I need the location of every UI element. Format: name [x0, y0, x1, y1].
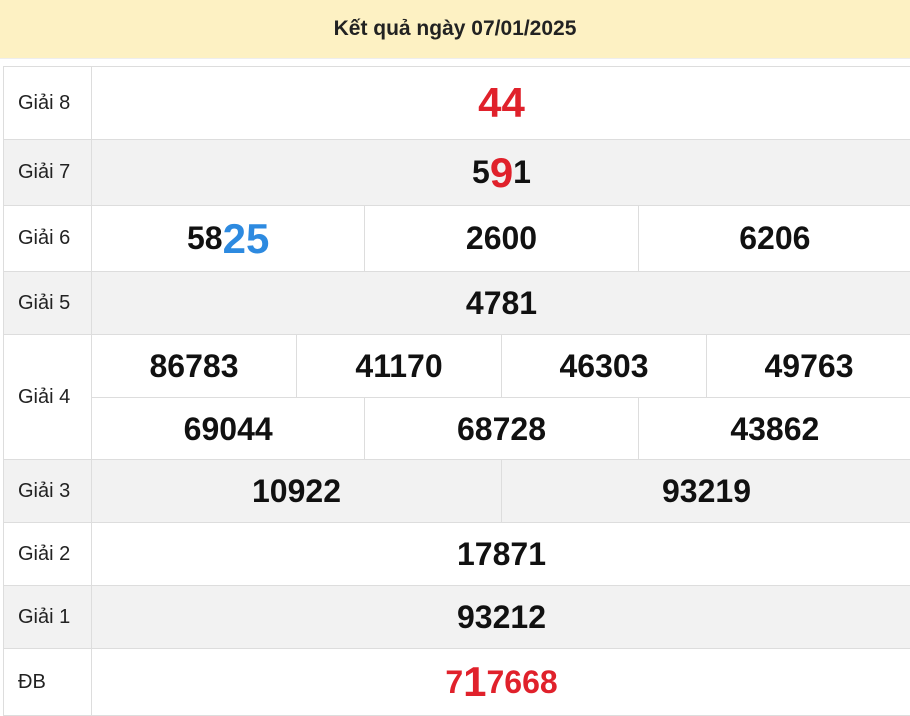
number-cell: 46303: [501, 335, 706, 397]
number-part: 25: [222, 214, 270, 262]
number-cell: 58 25: [92, 206, 364, 271]
prize-row: ĐB 7 1 7668: [4, 649, 910, 716]
prize-label: Giải 1: [4, 586, 92, 648]
prize-numbers: 58 25 2600 6206: [92, 206, 910, 271]
number-part: 93212: [457, 598, 546, 635]
prize-row: Giải 5 4781: [4, 272, 910, 335]
header: Kết quả ngày 07/01/2025: [0, 0, 910, 59]
number-part: 41170: [355, 347, 443, 384]
number-part: 5: [472, 154, 490, 190]
prize-row: Giải 2 17871: [4, 523, 910, 586]
number-part: 43862: [730, 410, 820, 447]
prize-row: Giải 1 93212: [4, 586, 910, 649]
number-cell: 43862: [637, 398, 910, 460]
number-line: 86783 41170 46303 49763: [92, 335, 910, 397]
number-part: 1: [513, 154, 531, 190]
prize-label: Giải 3: [4, 460, 92, 522]
number-line: 69044 68728 43862: [92, 397, 910, 460]
number-line: 7 1 7668: [92, 649, 910, 715]
number-cell: 41170: [296, 335, 501, 397]
prize-label: Giải 6: [4, 206, 92, 271]
number-line: 93212: [92, 586, 910, 648]
number-cell: 93219: [501, 460, 910, 522]
number-cell: 49763: [706, 335, 910, 397]
prize-label: ĐB: [4, 649, 92, 715]
prize-numbers: 4781: [92, 272, 910, 334]
prize-row: Giải 3 10922 93219: [4, 460, 910, 523]
number-cell: 6206: [637, 206, 910, 271]
prize-numbers: 17871: [92, 523, 910, 585]
number-part: 10922: [252, 472, 341, 509]
results-table: Giải 8 44 Giải 7 5 9 1 Giải 6 58 25 2600 6206 Giải …: [3, 66, 910, 716]
prize-label: Giải 7: [4, 140, 92, 205]
prize-row: Giải 8 44: [4, 67, 910, 140]
number-cell: 17871: [92, 523, 910, 585]
number-part: 68728: [457, 410, 546, 447]
number-cell: 10922: [92, 460, 501, 522]
prize-label: Giải 5: [4, 272, 92, 334]
number-part: 86783: [149, 347, 239, 384]
number-line: 44: [92, 67, 910, 139]
number-cell: 69044: [92, 398, 364, 460]
number-part: 17871: [457, 535, 546, 572]
number-part: 6206: [739, 220, 811, 256]
number-part: 58: [187, 220, 223, 256]
prize-label: Giải 8: [4, 67, 92, 139]
number-part: 7668: [486, 663, 558, 700]
number-line: 17871: [92, 523, 910, 585]
number-cell: 93212: [92, 586, 910, 648]
prize-label: Giải 4: [4, 335, 92, 459]
number-part: 49763: [764, 347, 854, 384]
prize-numbers: 93212: [92, 586, 910, 648]
prize-row: Giải 6 58 25 2600 6206: [4, 206, 910, 272]
number-line: 4781: [92, 272, 910, 334]
number-part: 9: [489, 148, 514, 196]
number-line: 58 25 2600 6206: [92, 206, 910, 271]
number-cell: 4781: [92, 272, 910, 334]
number-line: 10922 93219: [92, 460, 910, 522]
prize-numbers: 10922 93219: [92, 460, 910, 522]
prize-label: Giải 2: [4, 523, 92, 585]
number-cell: 2600: [364, 206, 637, 271]
prize-numbers: 86783 41170 46303 49763 69044 68728 43862: [92, 335, 910, 460]
number-part: 93219: [662, 472, 751, 509]
number-cell: 44: [92, 67, 910, 139]
prize-numbers: 44: [92, 67, 910, 139]
number-part: 46303: [559, 347, 649, 384]
number-part: 2600: [465, 220, 538, 256]
number-cell: 86783: [92, 335, 296, 397]
number-part: 4781: [465, 284, 538, 321]
number-part: 7: [445, 663, 464, 700]
number-cell: 7 1 7668: [92, 649, 910, 715]
prize-numbers: 7 1 7668: [92, 649, 910, 715]
number-cell: 68728: [364, 398, 637, 460]
number-part: 1: [463, 658, 487, 705]
number-part: 69044: [183, 410, 273, 447]
number-part: 44: [478, 79, 525, 126]
title: Kết quả ngày 07/01/2025: [333, 17, 577, 40]
prize-row: Giải 4 86783 41170 46303 49763 69044 68728 4386…: [4, 335, 910, 460]
